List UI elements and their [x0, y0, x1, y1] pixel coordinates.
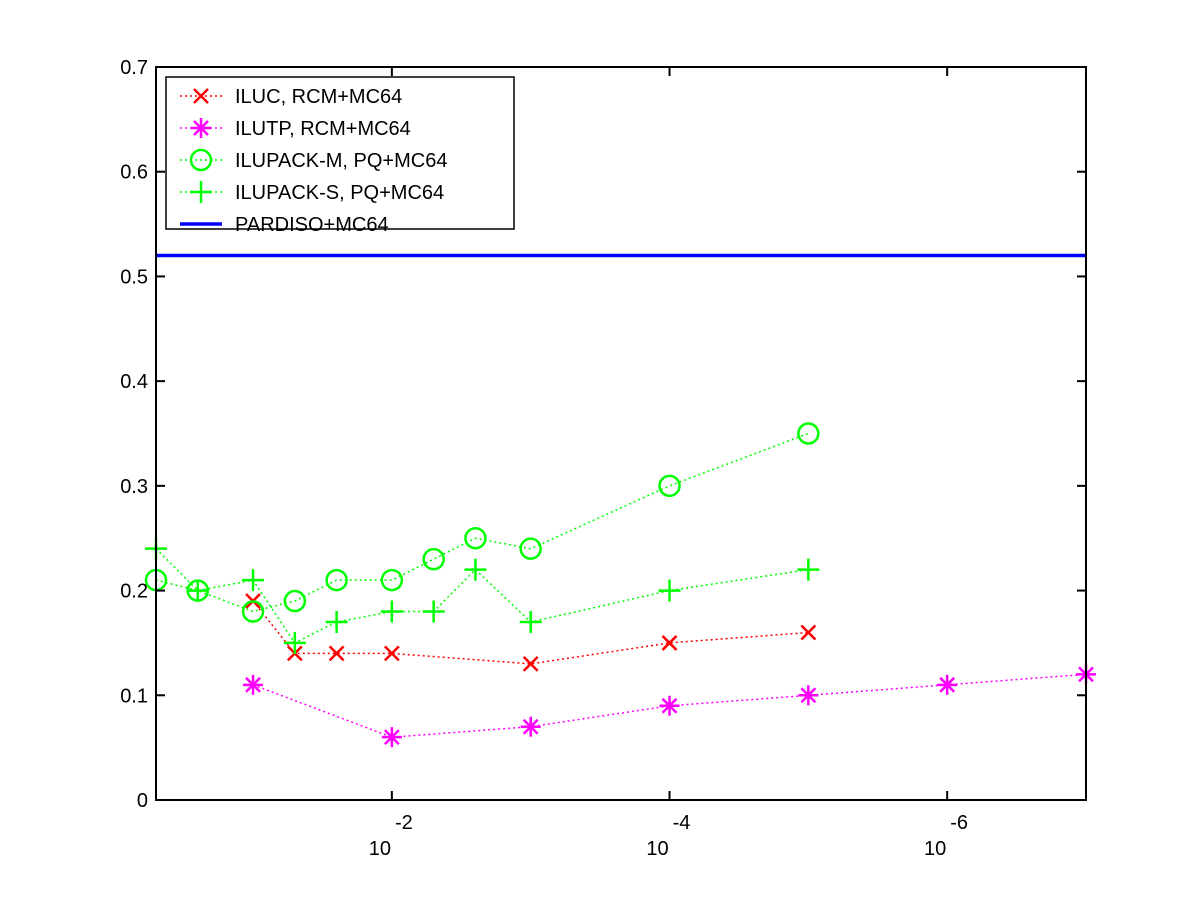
legend-label-2: ILUPACK-M, PQ+MC64 — [235, 150, 447, 172]
legend-marker-0 — [193, 88, 209, 104]
data-point-0-3 — [383, 645, 400, 662]
data-point-1-2 — [520, 716, 541, 737]
data-point-0-2 — [328, 645, 345, 662]
legend: ILUC, RCM+MC64 ILUTP, RCM+MC64 ILUPACK-M, … — [165, 76, 515, 236]
legend-label-1: ILUTP, RCM+MC64 — [235, 118, 411, 140]
y-tick-label-1: 0.1 — [120, 685, 148, 707]
data-point-3-5 — [380, 600, 403, 623]
x-tick-label-exp-0: -2 — [395, 812, 413, 834]
data-point-1-0 — [243, 674, 264, 695]
series-layer — [144, 253, 1096, 748]
y-tick-label-2: 0.2 — [120, 581, 148, 603]
data-point-2-8 — [519, 537, 542, 560]
data-point-0-6 — [800, 624, 817, 641]
data-point-1-4 — [798, 685, 819, 706]
data-point-2-6 — [422, 547, 445, 571]
data-point-3-7 — [464, 558, 487, 581]
legend-marker-2 — [189, 148, 213, 172]
data-point-1-1 — [381, 727, 402, 748]
axes-layer: 00.10.20.30.40.50.60.710-210-410-6 — [120, 57, 1087, 860]
y-tick-label-5: 0.5 — [120, 266, 148, 288]
data-point-3-4 — [325, 610, 348, 633]
data-point-0-5 — [661, 635, 678, 651]
y-tick-label-7: 0.7 — [120, 57, 148, 79]
data-point-3-2 — [242, 569, 265, 592]
legend-label-0: ILUC, RCM+MC64 — [235, 86, 402, 108]
data-point-2-2 — [241, 600, 265, 623]
data-point-2-7 — [464, 526, 487, 550]
y-tick-label-4: 0.4 — [120, 371, 148, 393]
x-tick-label-base-1: 10 — [646, 838, 668, 860]
data-point-1-3 — [659, 695, 680, 716]
series-3 — [145, 537, 820, 654]
data-point-2-3 — [283, 589, 307, 613]
data-point-3-10 — [797, 558, 820, 581]
legend-label-3: ILUPACK-S, PQ+MC64 — [235, 182, 444, 204]
legend-box — [165, 76, 515, 230]
data-point-3-6 — [422, 600, 445, 623]
data-point-3-8 — [519, 610, 542, 633]
data-point-2-9 — [658, 474, 681, 498]
data-point-2-5 — [380, 568, 404, 592]
data-point-0-4 — [522, 655, 539, 672]
axes-frame — [155, 66, 1087, 801]
data-point-3-1 — [186, 579, 209, 602]
x-tick-label-exp-1: -4 — [673, 812, 691, 834]
y-tick-label-3: 0.3 — [120, 476, 148, 498]
legend-marker-1 — [191, 118, 211, 138]
x-tick-label-base-2: 10 — [924, 838, 946, 860]
data-point-3-3 — [283, 631, 306, 654]
y-tick-label-0: 0 — [137, 790, 148, 812]
data-point-2-10 — [797, 422, 820, 445]
series-line-3 — [155, 548, 809, 644]
legend-label-4: PARDISO+MC64 — [235, 214, 389, 236]
data-point-3-9 — [658, 579, 681, 602]
legend-marker-3 — [190, 181, 212, 203]
data-point-2-4 — [325, 568, 348, 592]
data-point-1-5 — [937, 674, 958, 695]
x-tick-label-exp-2: -6 — [950, 812, 968, 834]
series-0 — [245, 593, 817, 672]
x-tick-label-base-0: 10 — [369, 838, 391, 860]
y-tick-label-6: 0.6 — [120, 162, 148, 184]
